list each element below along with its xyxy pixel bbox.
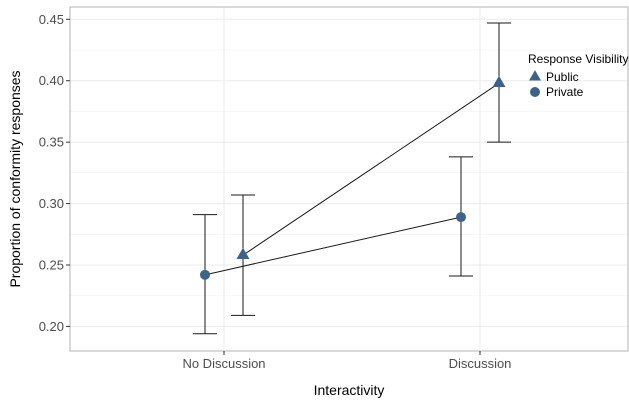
data-point-triangle	[236, 247, 250, 259]
x-axis-title: Interactivity	[314, 382, 385, 398]
data-point-triangle	[492, 75, 506, 87]
grid	[70, 7, 628, 351]
y-axis: 0.20 0.25 0.30 0.35 0.40 0.45	[39, 12, 70, 334]
legend-item: Public	[529, 70, 579, 84]
y-tick-label: 0.20	[39, 319, 64, 334]
series-private	[193, 156, 473, 335]
y-tick-label: 0.35	[39, 135, 64, 150]
y-axis-title: Proportion of conformity responses	[7, 70, 23, 287]
y-tick-label: 0.45	[39, 12, 64, 27]
series-public	[231, 22, 511, 316]
legend-label: Public	[546, 70, 579, 84]
y-tick-label: 0.25	[39, 258, 64, 273]
legend-key-circle	[530, 87, 540, 97]
data-point-circle	[456, 212, 466, 223]
y-tick-label: 0.30	[39, 196, 64, 211]
y-tick-label: 0.40	[39, 73, 64, 88]
legend-key-triangle	[529, 70, 541, 81]
legend-title: Response Visibility	[528, 52, 629, 66]
x-axis: No Discussion Discussion	[182, 351, 511, 371]
series-layer	[193, 22, 511, 335]
data-point-circle	[200, 269, 210, 280]
legend-label: Private	[546, 85, 584, 99]
series-line	[242, 82, 500, 256]
x-tick-label: Discussion	[449, 356, 512, 371]
legend-item: Private	[530, 85, 584, 99]
series-line	[204, 216, 462, 276]
plot-panel-border	[69, 6, 629, 352]
x-tick-label: No Discussion	[182, 356, 265, 371]
